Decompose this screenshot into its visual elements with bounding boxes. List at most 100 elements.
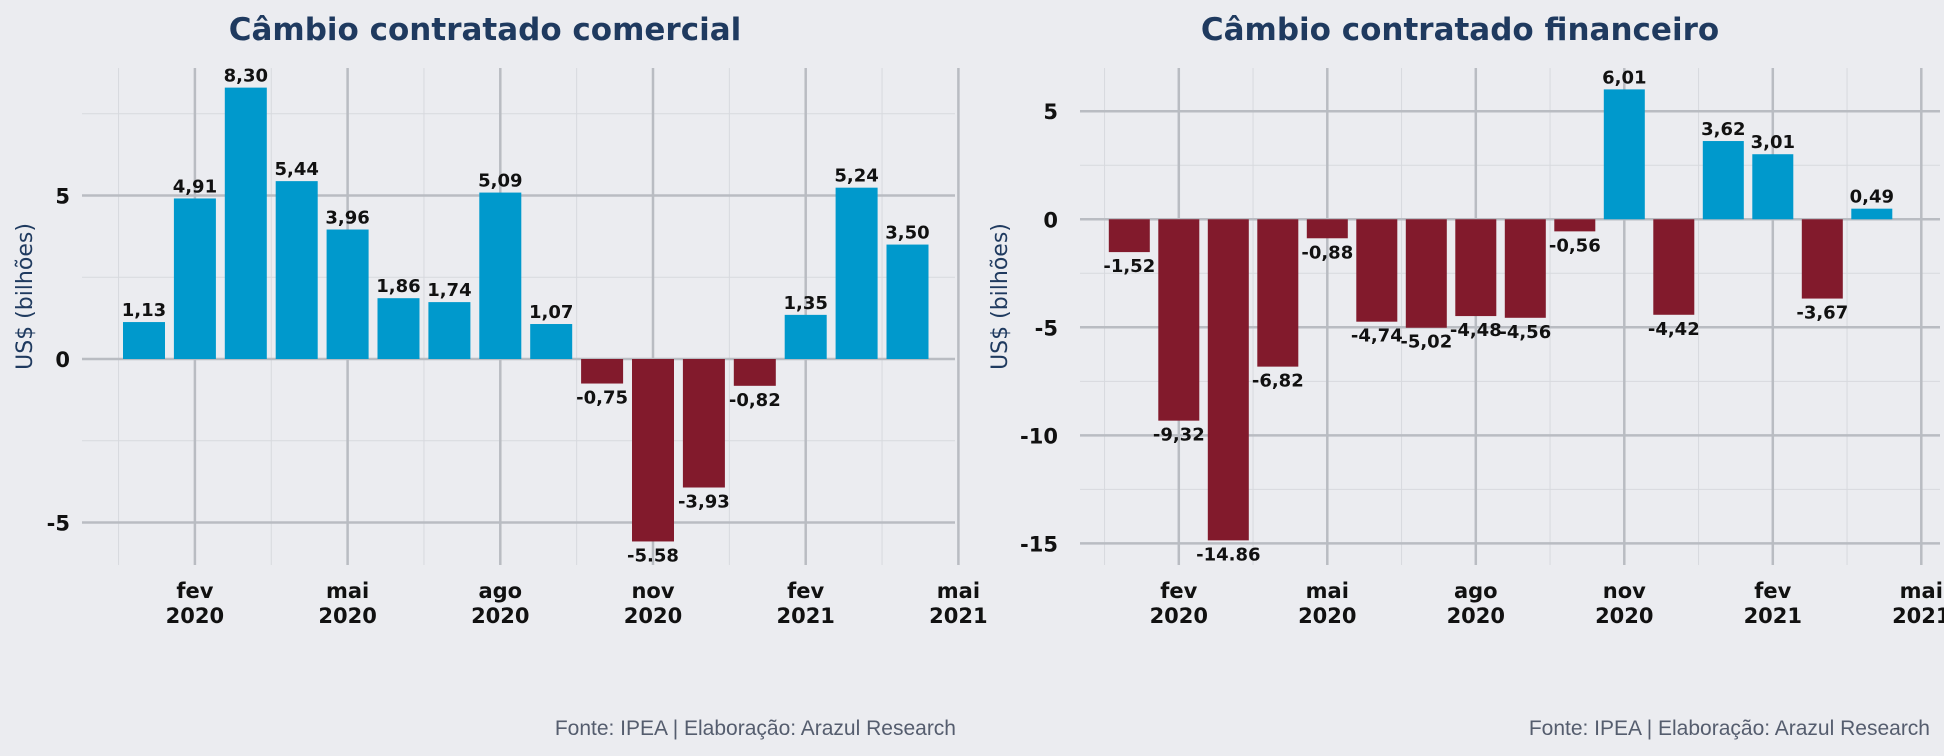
data-label: 1,74	[427, 280, 471, 301]
x-tick-label: 2020	[166, 604, 224, 628]
x-tick-label: 2020	[1150, 604, 1208, 628]
y-tick-label: 0	[55, 348, 70, 372]
data-label: 1,13	[122, 300, 166, 321]
data-label: -9,32	[1153, 425, 1205, 446]
chart-title: Câmbio contratado financeiro	[1201, 12, 1719, 48]
y-tick-label: -5	[47, 511, 70, 535]
bar	[581, 359, 624, 384]
y-tick-label: -10	[1020, 424, 1058, 448]
bar	[1158, 219, 1200, 421]
bar	[1257, 219, 1299, 367]
x-tick-label: 2020	[1447, 604, 1505, 628]
data-label: -1,52	[1103, 256, 1155, 277]
bar	[1108, 219, 1150, 253]
bar	[835, 187, 878, 360]
x-tick-label: nov	[631, 579, 674, 603]
bar	[1455, 219, 1497, 317]
source-note-left: Fonte: IPEA | Elaboração: Arazul Researc…	[555, 717, 956, 740]
bar	[530, 324, 573, 360]
bar	[1504, 219, 1546, 318]
data-label: 1,07	[529, 302, 573, 323]
x-tick-label: mai	[326, 579, 369, 603]
x-tick-label: mai	[1900, 579, 1943, 603]
bar	[682, 359, 725, 488]
y-tick-label: 0	[1043, 208, 1058, 232]
x-tick-label: 2021	[776, 604, 834, 628]
bar	[1653, 219, 1695, 315]
data-label: 1,35	[783, 293, 827, 314]
data-label: -4,74	[1351, 326, 1403, 347]
data-label: -3,67	[1796, 303, 1848, 324]
data-label: 6,01	[1602, 67, 1646, 88]
y-tick-label: -15	[1020, 532, 1058, 556]
bar	[1356, 219, 1398, 322]
x-tick-label: mai	[937, 579, 980, 603]
bar	[1801, 219, 1843, 299]
data-label: 1,86	[376, 276, 420, 297]
data-label: -5,02	[1400, 332, 1452, 353]
x-tick-label: 2021	[1892, 604, 1944, 628]
data-label: 3,01	[1751, 132, 1795, 153]
bar	[632, 359, 674, 542]
bar	[1306, 219, 1348, 239]
data-label: -4,56	[1499, 322, 1551, 343]
y-tick-label: -5	[1035, 316, 1058, 340]
data-label: -0,82	[729, 390, 781, 411]
data-label: 0,49	[1850, 187, 1894, 208]
data-label: 5,44	[274, 159, 318, 180]
x-tick-label: 2020	[471, 604, 529, 628]
data-label: -0,75	[576, 388, 628, 409]
data-label: -0,56	[1549, 235, 1601, 256]
bar	[1554, 219, 1596, 232]
bar	[1702, 141, 1744, 220]
data-label: 3,50	[885, 223, 929, 244]
x-tick-label: 2020	[318, 604, 376, 628]
panel-financial: -15-10-505fev2020mai2020ago2020nov2020fe…	[988, 12, 1944, 628]
x-tick-label: ago	[1454, 579, 1498, 603]
data-label: -4,48	[1450, 320, 1502, 341]
chart-title: Câmbio contratado comercial	[229, 12, 742, 48]
bar	[886, 244, 929, 360]
bar	[479, 192, 522, 360]
bar	[275, 181, 318, 360]
bar	[1851, 208, 1893, 220]
bar	[733, 359, 776, 386]
data-label: -3,93	[678, 492, 730, 513]
y-axis-label: US$ (bilhões)	[13, 223, 38, 370]
data-label: -0,88	[1301, 242, 1353, 263]
bar	[784, 314, 827, 360]
data-label: -5.58	[627, 545, 679, 566]
data-label: -14.86	[1196, 544, 1260, 565]
data-label: 8,30	[224, 66, 268, 87]
y-tick-label: 5	[55, 185, 70, 209]
bar	[224, 87, 267, 360]
x-tick-label: ago	[478, 579, 522, 603]
bar	[428, 302, 471, 360]
bar	[1405, 219, 1447, 328]
data-label: -6,82	[1252, 371, 1304, 392]
bar	[123, 322, 165, 360]
x-tick-label: fev	[176, 579, 213, 603]
bar	[1603, 89, 1645, 220]
x-tick-label: 2020	[1298, 604, 1356, 628]
x-tick-label: fev	[787, 579, 824, 603]
x-tick-label: 2021	[929, 604, 987, 628]
x-tick-label: mai	[1306, 579, 1349, 603]
data-label: -4,42	[1648, 319, 1700, 340]
bar	[326, 229, 369, 360]
data-label: 3,62	[1701, 119, 1745, 140]
y-tick-label: 5	[1043, 100, 1058, 124]
bar	[377, 298, 420, 360]
data-label: 5,09	[478, 171, 522, 192]
bar	[173, 198, 216, 360]
x-tick-label: fev	[1160, 579, 1197, 603]
bar	[1752, 154, 1794, 220]
y-axis-label: US$ (bilhões)	[988, 223, 1013, 370]
data-label: 3,96	[325, 208, 369, 229]
bar	[1207, 219, 1249, 541]
data-label: 5,24	[834, 166, 878, 187]
x-tick-label: nov	[1603, 579, 1646, 603]
x-tick-label: 2021	[1744, 604, 1802, 628]
data-label: 4,91	[173, 176, 217, 197]
